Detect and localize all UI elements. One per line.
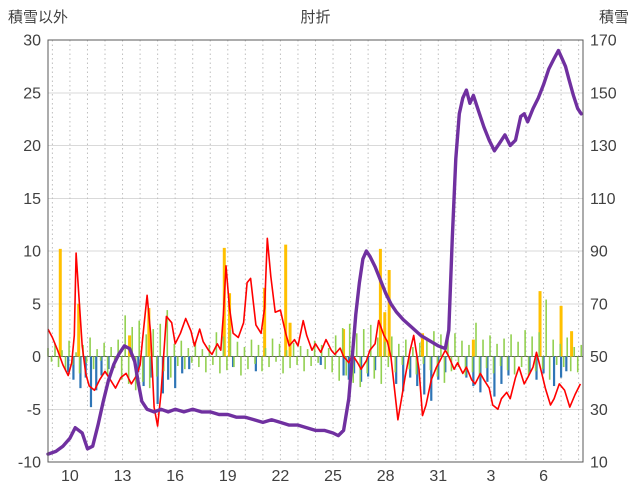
x-axis-tick-label: 25 [324, 468, 342, 485]
right-axis-tick-label: 150 [590, 85, 617, 102]
x-axis-tick-label: 31 [429, 468, 447, 485]
left-axis-tick-label: 15 [23, 191, 41, 208]
right-axis-tick-label: 90 [590, 244, 608, 261]
right-axis-tick-label: 130 [590, 138, 617, 155]
left-axis-tick-label: 20 [23, 138, 41, 155]
left-axis-tick-label: -10 [18, 455, 41, 472]
temperature-line [47, 237, 582, 427]
x-axis-tick-label: 13 [114, 468, 132, 485]
x-axis-tick-label: 28 [377, 468, 395, 485]
right-axis-title: 積雪 [598, 9, 629, 26]
right-axis-tick-label: 70 [590, 296, 608, 313]
x-axis-tick-label: 22 [272, 468, 290, 485]
chart-title: 肘折 [300, 9, 331, 26]
x-axis-tick-label: 16 [166, 468, 184, 485]
left-axis-tick-label: 5 [32, 296, 41, 313]
left-axis-tick-label: 0 [32, 349, 41, 366]
snow-depth-line [46, 48, 583, 456]
x-axis-tick-label: 3 [486, 468, 495, 485]
x-axis-tick-label: 6 [539, 468, 548, 485]
right-axis-tick-label: 50 [590, 349, 608, 366]
x-axis-tick-label: 19 [219, 468, 237, 485]
right-axis-tick-label: 30 [590, 402, 608, 419]
left-axis-title: 積雪以外 [8, 9, 69, 26]
right-axis-tick-label: 10 [590, 455, 608, 472]
x-axis-tick-label: 10 [61, 468, 79, 485]
right-axis-tick-label: 110 [590, 191, 616, 208]
left-axis-tick-label: 30 [23, 33, 41, 50]
plot-frame [47, 39, 584, 463]
right-axis-tick-label: 170 [590, 33, 617, 50]
left-axis-tick-label: 25 [23, 85, 41, 102]
left-axis-tick-label: -5 [27, 402, 41, 419]
left-axis-tick-label: 10 [23, 244, 41, 261]
